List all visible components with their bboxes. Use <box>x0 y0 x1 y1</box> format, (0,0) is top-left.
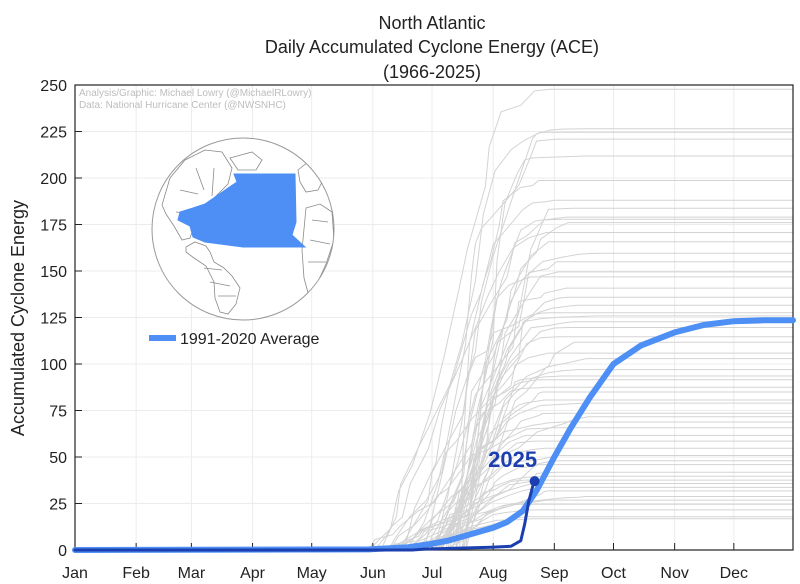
y-tick-label: 75 <box>49 404 67 421</box>
x-tick-label: Jul <box>422 565 442 582</box>
credit-analysis: Analysis/Graphic: Michael Lowry (@Michae… <box>79 88 311 99</box>
historical-season-line <box>75 386 793 551</box>
historical-season-line <box>75 276 793 551</box>
legend-label: 1991-2020 Average <box>180 331 319 348</box>
historical-season-line <box>75 312 793 551</box>
y-tick-label: 25 <box>49 497 67 514</box>
y-tick-label: 225 <box>40 125 67 142</box>
y-tick-label: 150 <box>40 264 67 281</box>
y-tick-label: 250 <box>40 78 67 95</box>
x-tick-label: Jan <box>62 565 88 582</box>
credit-data: Data: National Hurricane Center (@NWSNHC… <box>79 100 286 111</box>
x-tick-label: Mar <box>178 565 206 582</box>
historical-season-line <box>75 88 793 551</box>
series-2025-label: 2025 <box>488 447 537 472</box>
x-tick-label: Aug <box>479 565 507 582</box>
y-axis-ticks: 0 25 50 75 100 125 150 175 200 225 250 <box>40 78 82 560</box>
x-tick-label: Sep <box>540 565 569 582</box>
x-tick-label: May <box>297 565 327 582</box>
historical-season-line <box>75 464 793 551</box>
historical-season-line <box>75 490 793 551</box>
historical-season-line <box>75 499 793 551</box>
y-axis-label: Accumulated Cyclone Energy <box>8 200 28 436</box>
historical-season-line <box>75 375 793 551</box>
x-tick-label: Jun <box>360 565 386 582</box>
historical-season-line <box>75 416 793 551</box>
historical-season-line <box>75 155 793 551</box>
x-tick-label: Nov <box>660 565 688 582</box>
y-tick-label: 175 <box>40 218 67 235</box>
x-tick-label: Feb <box>122 565 150 582</box>
series-2025-line <box>73 479 537 552</box>
y-tick-label: 100 <box>40 357 67 374</box>
historical-season-line <box>75 427 793 551</box>
x-tick-label: Oct <box>601 565 626 582</box>
series-average-line <box>72 317 796 553</box>
y-tick-label: 200 <box>40 171 67 188</box>
historical-season-line <box>75 455 793 551</box>
x-tick-label: Apr <box>240 565 266 582</box>
historical-season-line <box>75 321 793 551</box>
y-tick-label: 50 <box>49 450 67 467</box>
historical-season-line <box>75 241 793 551</box>
historical-season-line <box>75 412 793 551</box>
chart-title-line-3: (1966-2025) <box>383 62 481 82</box>
historical-season-line <box>75 232 793 551</box>
x-tick-label: Dec <box>720 565 748 582</box>
chart-title-line-1: North Atlantic <box>378 13 485 33</box>
historical-season-line <box>75 421 793 551</box>
y-tick-label: 0 <box>58 543 67 560</box>
historical-season-line <box>75 199 793 551</box>
y-tick-label: 125 <box>40 311 67 328</box>
historical-season-line <box>75 315 793 551</box>
series-2025-endpoint <box>529 476 540 487</box>
globe-map-icon <box>151 137 335 321</box>
chart-title-line-2: Daily Accumulated Cyclone Energy (ACE) <box>265 37 599 57</box>
